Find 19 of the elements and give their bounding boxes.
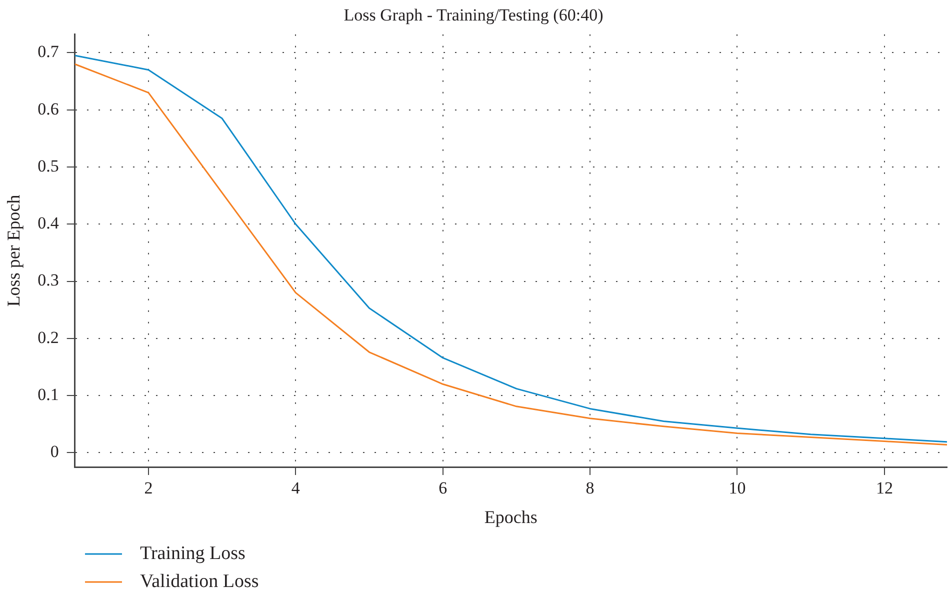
x-tick-label: 2 (144, 478, 153, 498)
y-tick-label: 0.6 (38, 99, 59, 118)
y-tick-label: 0.7 (38, 42, 60, 62)
x-tick-label: 4 (291, 478, 300, 498)
x-tick-label: 10 (728, 478, 746, 498)
y-tick-label: 0.3 (38, 270, 59, 290)
y-tick-label: 0.5 (38, 156, 59, 176)
y-tick-label: 0.4 (38, 214, 60, 233)
y-tick-label: 0.1 (38, 385, 59, 404)
x-axis-title: Epochs (484, 506, 538, 527)
chart-title: Loss Graph - Training/Testing (60:40) (344, 6, 604, 25)
x-tick-label: 8 (586, 478, 594, 498)
legend-label: Training Loss (140, 542, 246, 564)
y-axis-title: Loss per Epoch (4, 194, 24, 307)
legend-label: Validation Loss (140, 570, 259, 592)
y-tick-label: 0.2 (38, 328, 59, 347)
y-tick-label: 0 (50, 442, 59, 462)
x-tick-label: 12 (876, 478, 893, 498)
x-tick-label: 6 (438, 478, 448, 498)
